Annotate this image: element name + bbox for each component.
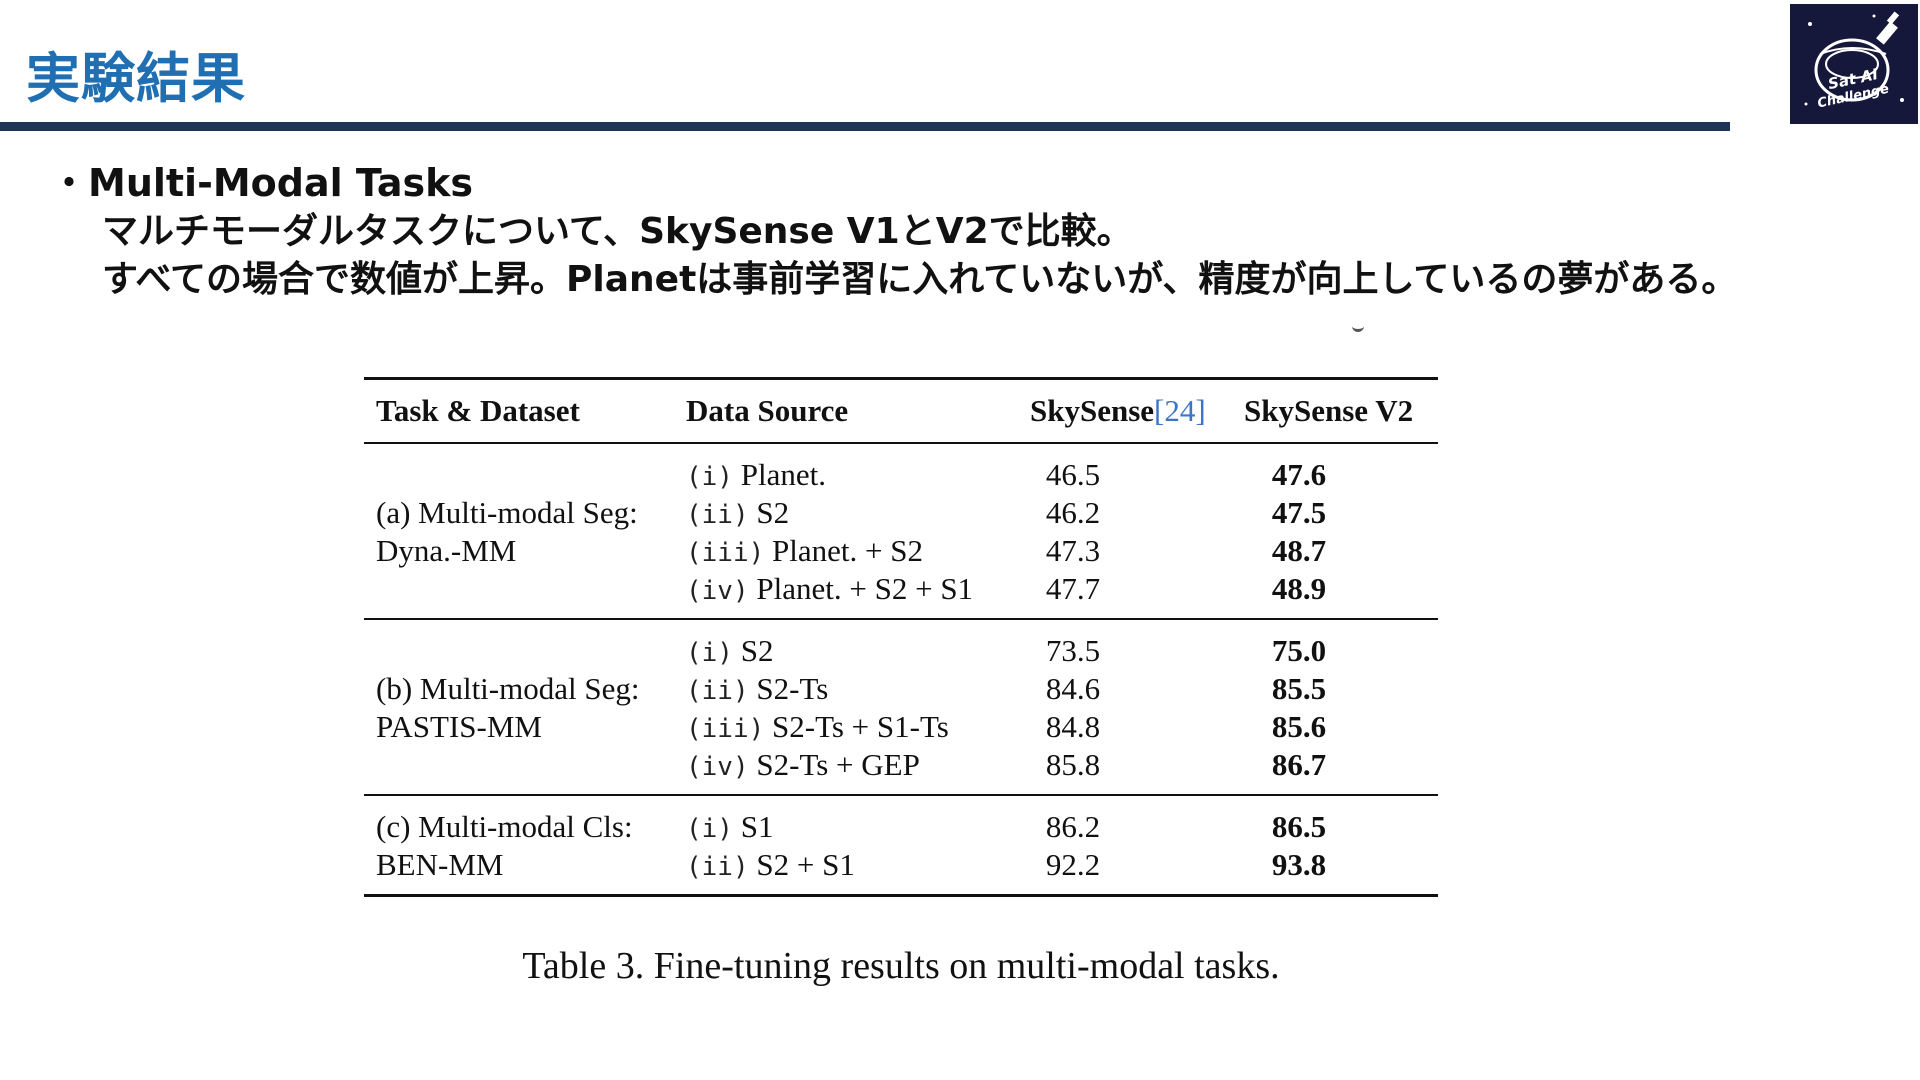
skysense-v2-value: 75.0 xyxy=(1271,633,1327,668)
header-skysense-v1: SkySense[24] xyxy=(1030,393,1206,428)
data-source-cell: (i) S1 xyxy=(686,809,774,844)
dataset-label: BEN-MM xyxy=(376,847,504,882)
skysense-v1-value: 46.5 xyxy=(1045,457,1101,492)
table-row: (ii) S2 + S1 92.2 93.8 xyxy=(364,846,1438,884)
task-label: (c) Multi-modal Cls: xyxy=(376,809,633,844)
skysense-v1-value: 46.2 xyxy=(1045,495,1101,530)
table-row: (i) S2 73.5 75.0 xyxy=(364,632,1438,670)
skysense-v2-value: 47.5 xyxy=(1271,495,1327,530)
bullet-heading: ・Multi-Modal Tasks xyxy=(50,161,474,205)
table-top-rule xyxy=(364,377,1438,380)
header-task: Task & Dataset xyxy=(376,393,580,428)
skysense-v2-value: 93.8 xyxy=(1271,847,1327,882)
table-caption: Table 3. Fine-tuning results on multi-mo… xyxy=(522,945,1280,987)
table-row: (iii) Planet. + S2 47.3 48.7 xyxy=(364,532,1438,570)
table-row: (iv) Planet. + S2 + S1 47.7 48.9 xyxy=(364,570,1438,608)
dataset-label: Dyna.-MM xyxy=(376,533,517,568)
dataset-label: PASTIS-MM xyxy=(376,709,542,744)
skysense-v1-value: 84.8 xyxy=(1045,709,1101,744)
table-header-rule xyxy=(364,442,1438,444)
skysense-v2-value: 47.6 xyxy=(1271,457,1327,492)
table-row: (ii) S2-Ts 84.6 85.5 xyxy=(364,670,1438,708)
task-label: (a) Multi-modal Seg: xyxy=(376,495,638,530)
data-source-cell: (i) S2 xyxy=(686,633,774,668)
table-group-b: (b) Multi-modal Seg: PASTIS-MM (i) S2 73… xyxy=(364,620,1438,794)
group-divider xyxy=(364,618,1438,620)
skysense-v2-value: 48.7 xyxy=(1271,533,1327,568)
task-label: (b) Multi-modal Seg: xyxy=(376,671,640,706)
skysense-v2-value: 86.5 xyxy=(1271,809,1327,844)
data-source-cell: (ii) S2-Ts xyxy=(686,671,829,706)
table-bottom-rule xyxy=(364,894,1438,897)
data-source-cell: (ii) S2 xyxy=(686,495,790,530)
table-row: (iv) S2-Ts + GEP 85.8 86.7 xyxy=(364,746,1438,784)
skysense-v2-value: 85.6 xyxy=(1271,709,1327,744)
table-group-a: (a) Multi-modal Seg: Dyna.-MM (i) Planet… xyxy=(364,444,1438,618)
data-source-cell: (iv) Planet. + S2 + S1 xyxy=(686,571,974,606)
skysense-v1-value: 85.8 xyxy=(1045,747,1101,782)
results-table: Task & Dataset Data Source SkySense[24] … xyxy=(364,377,1438,897)
table-row: (i) S1 86.2 86.5 xyxy=(364,808,1438,846)
citation-link[interactable]: [24] xyxy=(1154,393,1206,428)
skysense-v2-value: 48.9 xyxy=(1271,571,1327,606)
data-source-cell: (i) Planet. xyxy=(686,457,826,492)
group-divider xyxy=(364,794,1438,796)
data-source-cell: (iv) S2-Ts + GEP xyxy=(686,747,920,782)
page-title: 実験結果 xyxy=(26,47,246,110)
skysense-v1-value: 84.6 xyxy=(1045,671,1101,706)
header-source: Data Source xyxy=(686,393,849,428)
table-header-row: Task & Dataset Data Source SkySense[24] … xyxy=(364,380,1438,442)
data-source-cell: (ii) S2 + S1 xyxy=(686,847,855,882)
skysense-v2-value: 85.5 xyxy=(1271,671,1327,706)
data-source-cell: (iii) S2-Ts + S1-Ts xyxy=(686,709,949,744)
sat-ai-challenge-logo: Sat AI Challenge xyxy=(1790,4,1918,124)
skysense-v2-value: 86.7 xyxy=(1271,747,1327,782)
table-row: (i) Planet. 46.5 47.6 xyxy=(364,456,1438,494)
table-row: (ii) S2 46.2 47.5 xyxy=(364,494,1438,532)
stray-mark xyxy=(1352,324,1364,332)
bullet-line-1: マルチモーダルタスクについて、SkySense V1とV2で比較。 xyxy=(102,211,1133,252)
header-skysense-v2: SkySense V2 xyxy=(1244,393,1414,428)
table-row: (iii) S2-Ts + S1-Ts 84.8 85.6 xyxy=(364,708,1438,746)
data-source-cell: (iii) Planet. + S2 xyxy=(686,533,923,568)
skysense-v1-value: 47.7 xyxy=(1045,571,1101,606)
skysense-v1-value: 47.3 xyxy=(1045,533,1101,568)
title-divider xyxy=(0,122,1730,131)
table-group-c: (c) Multi-modal Cls: BEN-MM (i) S1 86.2 … xyxy=(364,796,1438,894)
skysense-v1-value: 86.2 xyxy=(1045,809,1101,844)
skysense-v1-value: 92.2 xyxy=(1045,847,1101,882)
bullet-line-2: すべての場合で数値が上昇。Planetは事前学習に入れていないが、精度が向上して… xyxy=(102,259,1738,300)
skysense-v1-value: 73.5 xyxy=(1045,633,1101,668)
